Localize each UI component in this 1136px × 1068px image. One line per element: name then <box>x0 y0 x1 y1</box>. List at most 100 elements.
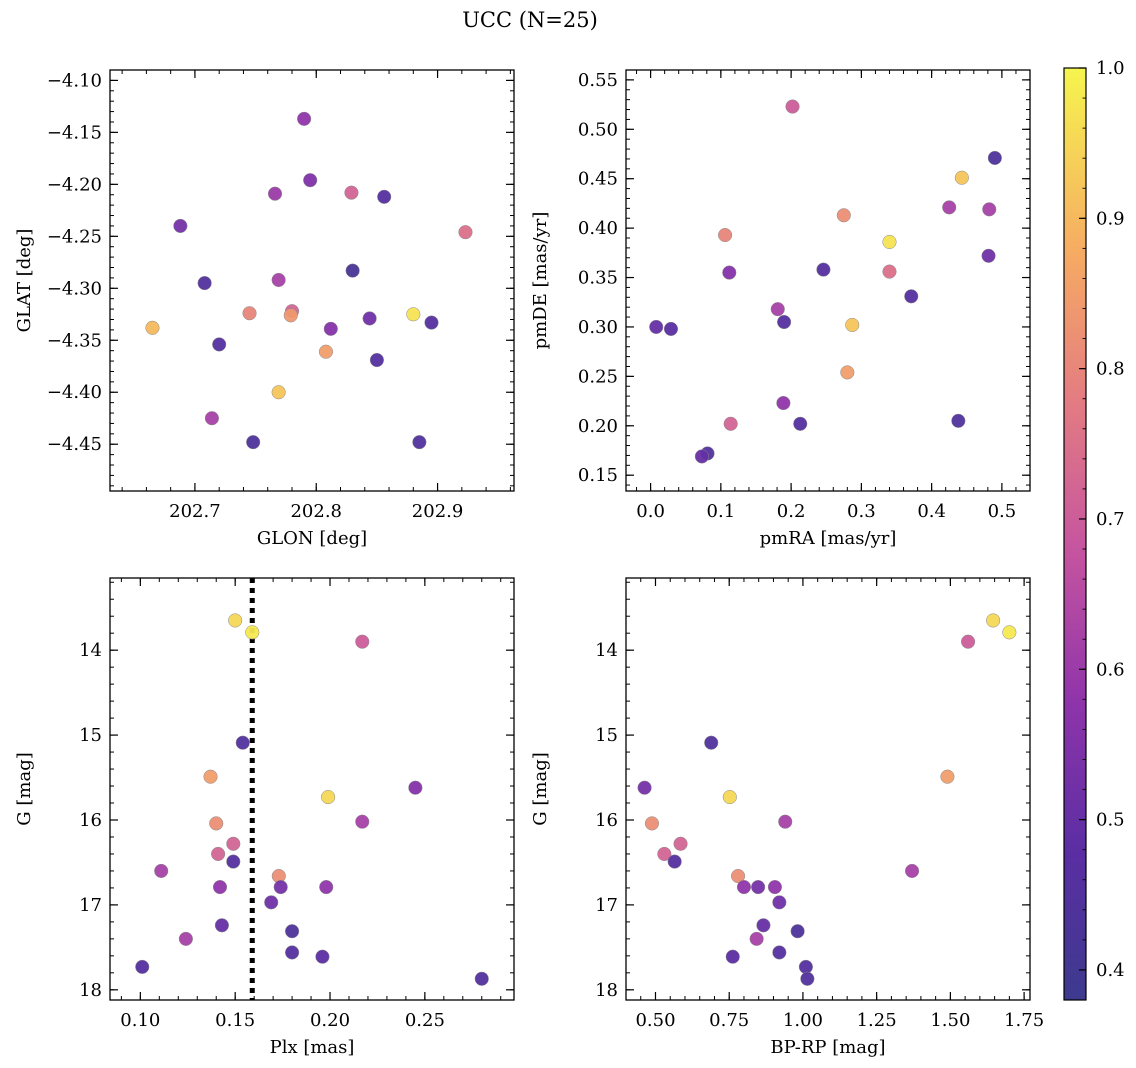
data-point <box>987 150 1002 166</box>
y-tick-label: 0.40 <box>578 218 618 239</box>
y-tick-label: 14 <box>595 640 618 661</box>
data-point <box>644 816 660 831</box>
panel-2: 0.0 0.1 0.2 0.3 0.4 0.5 0.15 0.20 0.25 0.30 0.35 0.… <box>530 69 1031 549</box>
data-point <box>271 385 286 400</box>
x-tick-label: 1.25 <box>857 1010 897 1031</box>
y-tick-label: 0.25 <box>578 366 618 387</box>
data-point <box>704 735 719 750</box>
colorbar-tick-label: 0.4 <box>1096 960 1125 981</box>
data-point <box>776 395 791 411</box>
y-tick-label: 0.45 <box>578 169 618 190</box>
colorbar-tick-label: 0.8 <box>1096 359 1125 380</box>
data-point <box>731 868 746 884</box>
data-point <box>778 814 793 829</box>
data-point <box>772 895 787 910</box>
data-point <box>657 846 672 862</box>
data-point <box>377 189 392 204</box>
data-point <box>228 613 243 628</box>
y-tick-label: −4.15 <box>47 122 102 143</box>
axes-frame <box>109 577 515 1001</box>
data-point <box>845 317 860 333</box>
data-point <box>785 99 800 114</box>
data-point <box>203 769 218 784</box>
x-tick-label: 1.50 <box>930 1010 970 1031</box>
data-point <box>406 307 421 322</box>
data-point <box>793 416 808 431</box>
panels: 202.7 202.8 202.9 −4.10 −4.15 −4.20 −4.25 −4.30… <box>14 69 1044 1058</box>
y-axis-label: pmDE [mas/yr] <box>530 212 551 350</box>
data-point <box>649 319 664 334</box>
y-tick-label: −4.30 <box>47 278 102 299</box>
data-point <box>204 411 219 426</box>
x-tick-label: 0.0 <box>636 501 665 522</box>
y-tick-label: 0.35 <box>578 268 618 289</box>
panel-1: 202.7 202.8 202.9 −4.10 −4.15 −4.20 −4.25 −4.30… <box>14 69 515 549</box>
y-tick-label: −4.45 <box>47 434 102 455</box>
data-point <box>318 344 334 359</box>
data-point <box>882 264 897 279</box>
data-point <box>424 315 439 330</box>
y-tick-label: −4.10 <box>47 70 102 91</box>
y-tick-label: 15 <box>79 725 102 746</box>
data-point <box>882 234 897 250</box>
colorbar-gradient <box>1063 67 1087 1001</box>
data-point <box>369 352 384 368</box>
data-point <box>209 816 224 831</box>
data-point <box>458 225 473 240</box>
data-point <box>211 846 226 862</box>
colorbar-tick-label: 1.0 <box>1096 58 1125 79</box>
data-point <box>986 613 1001 628</box>
data-point <box>297 111 312 126</box>
y-tick-label: −4.20 <box>47 174 102 195</box>
x-axis-label: pmRA [mas/yr] <box>760 528 897 549</box>
data-point <box>246 435 261 450</box>
x-tick-label: 0.1 <box>707 501 736 522</box>
data-point <box>770 302 785 317</box>
data-point <box>242 306 257 321</box>
x-tick-label: 0.25 <box>405 1010 445 1031</box>
x-tick-label: 0.2 <box>777 501 806 522</box>
data-point <box>267 186 283 201</box>
x-axis-label: BP-RP [mag] <box>770 1037 885 1058</box>
colorbar: 0.4 0.5 0.6 0.7 0.8 0.9 1.0 <box>1063 58 1125 1001</box>
data-point <box>178 931 193 946</box>
y-tick-label: −4.40 <box>47 382 102 403</box>
colorbar-tick-label: 0.7 <box>1096 509 1125 530</box>
data-point <box>954 170 969 185</box>
axes-frame <box>625 577 1031 1001</box>
colorbar-ticks: 0.4 0.5 0.6 0.7 0.8 0.9 1.0 <box>1079 58 1125 981</box>
data-point <box>173 218 188 233</box>
data-point <box>637 780 652 795</box>
x-tick-label: 202.7 <box>169 501 221 522</box>
y-tick-label: 16 <box>595 810 618 831</box>
y-tick-label: 14 <box>79 640 102 661</box>
y-tick-label: 18 <box>595 980 618 1001</box>
y-axis-label: G [mag] <box>14 752 35 825</box>
x-tick-label: 0.15 <box>215 1010 255 1031</box>
data-point <box>723 416 738 431</box>
x-tick-label: 0.20 <box>310 1010 350 1031</box>
data-point <box>981 248 996 263</box>
data-point <box>264 895 279 910</box>
data-point <box>722 265 737 280</box>
figure-title: UCC (N=25) <box>462 8 598 32</box>
x-tick-label: 1.75 <box>1004 1010 1044 1031</box>
x-tick-label: 0.3 <box>847 501 876 522</box>
y-tick-label: 0.55 <box>578 70 618 91</box>
data-point <box>214 918 229 933</box>
data-point <box>798 959 813 974</box>
data-point <box>942 200 957 215</box>
data-point <box>777 314 792 330</box>
data-point <box>315 949 330 964</box>
data-point <box>323 321 338 336</box>
data-point <box>800 971 815 986</box>
x-tick-label: 202.8 <box>290 501 342 522</box>
x-axis-label: Plx [mas] <box>270 1037 355 1058</box>
y-tick-label: 0.15 <box>578 465 618 486</box>
data-point <box>725 949 740 964</box>
data-point <box>836 208 851 223</box>
data-point <box>951 413 966 428</box>
y-tick-label: 0.30 <box>578 317 618 338</box>
data-point <box>412 435 427 450</box>
